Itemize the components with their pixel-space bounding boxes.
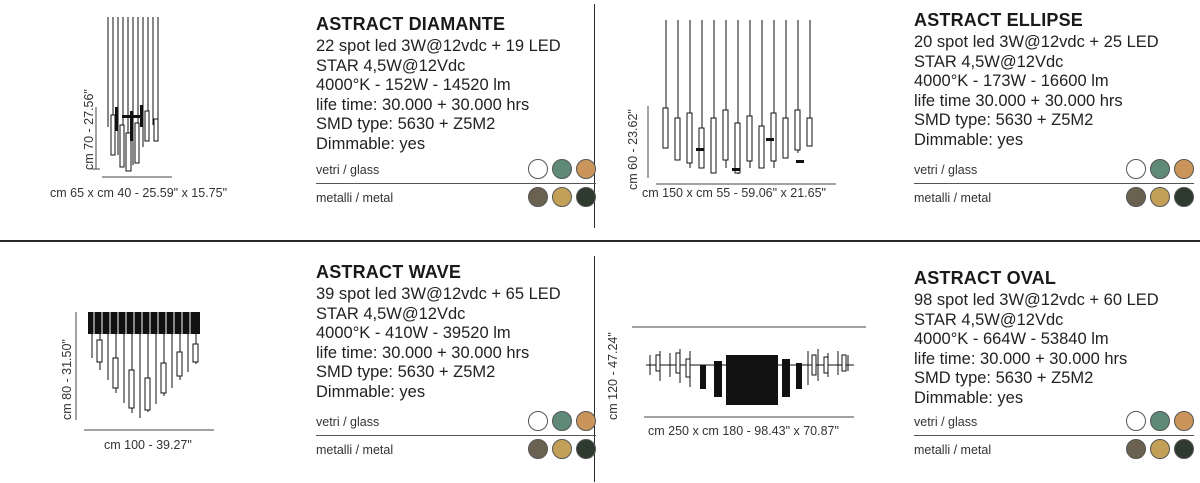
spec-line: 20 spot led 3W@12vdc + 25 LED [914,33,1159,51]
product-title: ASTRACT WAVE [316,262,462,282]
metal-swatch-gold[interactable] [1150,438,1170,459]
diamante-height-dimension: cm 70 - 27.56" [82,89,96,170]
spec-line: STAR 4,5W@12Vdc [914,310,1064,329]
spec-line: 98 spot led 3W@12vdc + 60 LED [914,291,1159,309]
glass-finish-row: vetri / glass [316,410,606,436]
metal-swatch-dark[interactable] [1174,186,1194,207]
metal-swatch-bronze[interactable] [528,438,548,459]
spec-line: Dimmable: yes [914,130,1024,149]
ellipse-spec-block: ASTRACT ELLIPSE 20 spot led 3W@12vdc + 2… [914,10,1200,211]
metal-swatches [1126,438,1194,459]
spec-line: life time: 30.000 + 30.000 hrs [914,349,1128,368]
oval-lamp-illustration [632,326,866,418]
spec-line: STAR 4,5W@12Vdc [316,304,466,323]
spec-line: STAR 4,5W@12Vdc [914,52,1064,71]
spec-line: life time: 30.000 + 30.000 hrs [316,343,530,362]
glass-label: vetri / glass [914,414,978,429]
wave-spec-block: ASTRACT WAVE 39 spot led 3W@12vdc + 65 L… [316,262,606,463]
wave-width-dimension: cm 100 - 39.27" [104,438,192,452]
metal-label: metalli / metal [914,190,992,205]
spec-line: 4000°K - 410W - 39520 lm [316,324,511,343]
metal-label: metalli / metal [914,442,992,457]
metal-label: metalli / metal [316,190,394,205]
row-divider [914,434,1194,436]
glass-swatch-clear[interactable] [528,158,548,179]
spec-line: life time 30.000 + 30.000 hrs [914,91,1123,110]
metal-swatches [1126,186,1194,207]
product-title: ASTRACT OVAL [914,268,1057,288]
spec-line: 39 spot led 3W@12vdc + 65 LED [316,285,561,303]
metal-finish-row: metalli / metal [316,438,606,463]
glass-swatches [528,158,596,179]
spec-line: SMD type: 5630 + Z5M2 [914,111,1094,130]
glass-finish-row: vetri / glass [914,410,1200,436]
spec-line: 4000°K - 173W - 16600 lm [914,72,1109,91]
diamante-lamp-illustration [92,17,172,178]
horizontal-divider [0,240,1200,242]
glass-swatch-green[interactable] [1150,158,1170,179]
glass-swatch-green[interactable] [1150,410,1170,431]
spec-line: life time: 30.000 + 30.000 hrs [316,95,530,114]
glass-swatches [1126,410,1194,431]
product-title: ASTRACT ELLIPSE [914,10,1084,30]
metal-swatches [528,186,596,207]
wave-height-dimension: cm 80 - 31.50" [60,339,74,420]
oval-spec-block: ASTRACT OVAL 98 spot led 3W@12vdc + 60 L… [914,268,1200,463]
spec-line: 22 spot led 3W@12vdc + 19 LED [316,37,561,55]
spec-line: SMD type: 5630 + Z5M2 [316,363,496,382]
metal-label: metalli / metal [316,442,394,457]
metal-swatch-bronze[interactable] [528,186,548,207]
ellipse-width-dimension: cm 150 x cm 55 - 59.06" x 21.65" [642,186,826,200]
spec-line: Dimmable: yes [914,388,1024,407]
glass-swatch-clear[interactable] [1126,158,1146,179]
oval-width-dimension: cm 250 x cm 180 - 98.43" x 70.87" [648,424,839,438]
metal-swatch-gold[interactable] [1150,186,1170,207]
metal-swatch-gold[interactable] [552,438,572,459]
row-divider [316,182,596,184]
glass-swatch-clear[interactable] [1126,410,1146,431]
glass-swatches [1126,158,1194,179]
metal-finish-row: metalli / metal [316,186,606,211]
glass-label: vetri / glass [914,162,978,177]
spec-line: Dimmable: yes [316,382,426,401]
glass-swatch-amber[interactable] [1174,410,1194,431]
row-divider [914,182,1194,184]
spec-line: SMD type: 5630 + Z5M2 [316,115,496,134]
glass-swatch-amber[interactable] [1174,158,1194,179]
metal-swatch-dark[interactable] [576,186,596,207]
glass-swatch-clear[interactable] [528,410,548,431]
glass-swatches [528,410,596,431]
metal-swatch-bronze[interactable] [1126,438,1146,459]
ellipse-height-dimension: cm 60 - 23.62" [626,109,640,190]
metal-swatch-gold[interactable] [552,186,572,207]
spec-line: Dimmable: yes [316,134,426,153]
row-divider [316,434,596,436]
glass-finish-row: vetri / glass [316,158,606,184]
spec-line: 4000°K - 664W - 53840 lm [914,330,1109,349]
metal-finish-row: metalli / metal [914,186,1200,211]
spec-line: SMD type: 5630 + Z5M2 [914,369,1094,388]
vertical-divider-top [594,4,595,228]
diamante-width-dimension: cm 65 x cm 40 - 25.59" x 15.75" [50,186,228,200]
glass-swatch-amber[interactable] [576,410,596,431]
metal-swatches [528,438,596,459]
wave-lamp-illustration [75,312,214,431]
spec-line: STAR 4,5W@12Vdc [316,56,466,75]
glass-swatch-green[interactable] [552,158,572,179]
product-title: ASTRACT DIAMANTE [316,14,506,34]
ellipse-lamp-illustration [647,20,836,185]
metal-swatch-bronze[interactable] [1126,186,1146,207]
glass-swatch-amber[interactable] [576,158,596,179]
oval-height-dimension: cm 120 - 47.24" [606,332,620,420]
metal-swatch-dark[interactable] [1174,438,1194,459]
glass-swatch-green[interactable] [552,410,572,431]
glass-label: vetri / glass [316,414,380,429]
metal-swatch-dark[interactable] [576,438,596,459]
glass-label: vetri / glass [316,162,380,177]
metal-finish-row: metalli / metal [914,438,1200,463]
spec-line: 4000°K - 152W - 14520 lm [316,76,511,95]
diamante-spec-block: ASTRACT DIAMANTE 22 spot led 3W@12vdc + … [316,14,606,211]
vertical-divider-bottom [594,256,595,482]
glass-finish-row: vetri / glass [914,158,1200,184]
